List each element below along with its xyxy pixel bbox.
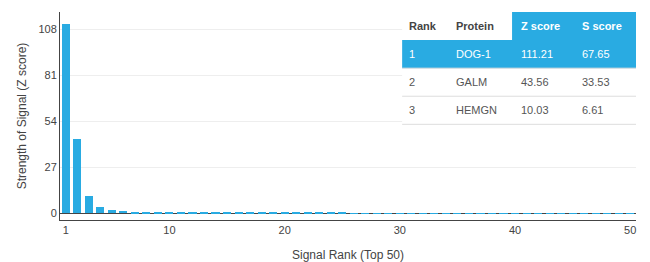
svg-text:Protein: Protein <box>456 20 494 32</box>
svg-text:0: 0 <box>51 207 57 219</box>
svg-text:Strength of Signal (Z score): Strength of Signal (Z score) <box>15 43 29 190</box>
svg-text:10.03: 10.03 <box>521 104 549 116</box>
svg-text:20: 20 <box>279 224 291 236</box>
svg-text:Rank: Rank <box>409 20 437 32</box>
svg-text:S score: S score <box>582 20 622 32</box>
svg-text:Z score: Z score <box>521 20 560 32</box>
svg-text:43.56: 43.56 <box>521 76 549 88</box>
svg-text:HEMGN: HEMGN <box>456 104 497 116</box>
svg-text:Signal Rank (Top 50): Signal Rank (Top 50) <box>292 248 404 262</box>
svg-text:3: 3 <box>409 104 415 116</box>
svg-text:2: 2 <box>409 76 415 88</box>
svg-text:54: 54 <box>45 115 57 127</box>
svg-text:108: 108 <box>38 23 56 35</box>
svg-text:111.21: 111.21 <box>521 48 553 60</box>
svg-text:1: 1 <box>409 48 415 60</box>
svg-text:10: 10 <box>163 224 175 236</box>
svg-text:GALM: GALM <box>456 76 487 88</box>
svg-text:6.61: 6.61 <box>582 104 603 116</box>
svg-text:1: 1 <box>63 224 69 236</box>
svg-text:DOG-1: DOG-1 <box>456 48 491 60</box>
svg-text:50: 50 <box>624 224 636 236</box>
svg-text:81: 81 <box>45 69 57 81</box>
svg-text:30: 30 <box>394 224 406 236</box>
svg-text:40: 40 <box>509 224 521 236</box>
svg-text:67.65: 67.65 <box>582 48 610 60</box>
svg-text:27: 27 <box>45 161 57 173</box>
svg-text:33.53: 33.53 <box>582 76 610 88</box>
